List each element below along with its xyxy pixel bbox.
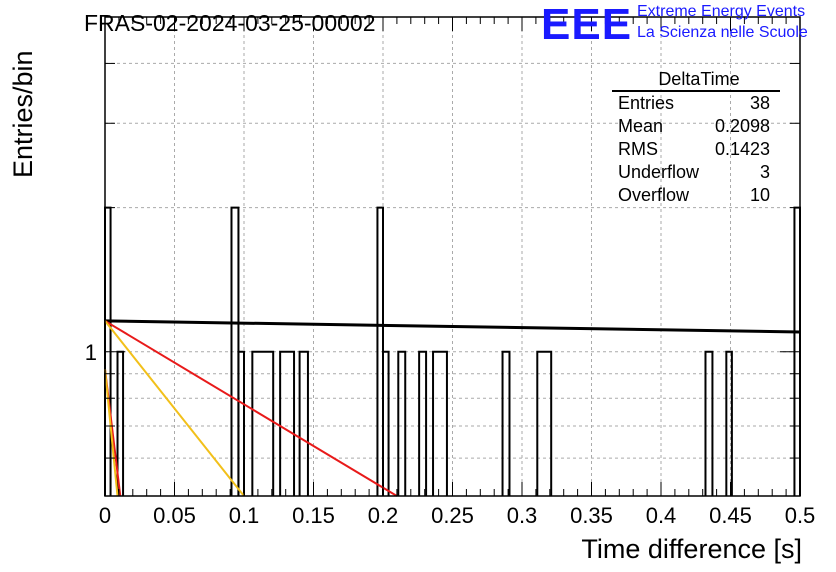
stats-row-entries: Entries 38 <box>612 92 780 115</box>
axis-tick-labels: 0 0.05 0.1 0.15 0.2 0.25 0.3 0.35 0.4 0.45 0.5 1 <box>85 340 816 528</box>
stats-row-underflow: Underflow 3 <box>612 161 780 184</box>
stats-row-mean: Mean 0.2098 <box>612 115 780 138</box>
fit-curves <box>104 319 801 497</box>
y-axis-label: Entries/bin <box>8 50 38 178</box>
stats-value: 38 <box>749 93 770 113</box>
grid-lines <box>105 17 800 496</box>
stats-value: 10 <box>749 185 770 205</box>
histogram-bin <box>536 350 553 496</box>
x-tick-label: 0.2 <box>368 503 399 528</box>
logo-subtitle-1: Extreme Energy Events <box>637 3 806 20</box>
x-tick-label: 0.1 <box>229 503 260 528</box>
x-tick-label: 0.25 <box>431 503 474 528</box>
histogram-bin <box>279 350 296 496</box>
histogram-bin <box>501 350 511 496</box>
x-axis-label: Time difference [s] <box>581 534 802 564</box>
axis-ticks <box>104 17 801 496</box>
stats-label: Underflow <box>618 162 700 182</box>
chart-title: FRAS-02-2024-03-25-00002 <box>84 10 376 36</box>
histogram-bin <box>725 350 733 496</box>
x-tick-label: 0.3 <box>507 503 538 528</box>
x-tick-label: 0.4 <box>646 503 677 528</box>
fit-curve <box>104 369 119 497</box>
stats-label: Entries <box>618 93 675 113</box>
histogram-bin <box>237 350 245 496</box>
stats-value: 0.2098 <box>714 116 770 136</box>
x-tick-label: 0.05 <box>153 503 196 528</box>
stats-label: Overflow <box>618 185 690 205</box>
x-tick-label: 0.5 <box>785 503 816 528</box>
histogram-bin <box>397 350 407 496</box>
x-tick-label: 0.35 <box>570 503 613 528</box>
fit-curve <box>104 319 801 334</box>
histogram-bin <box>432 350 448 496</box>
stats-value: 3 <box>759 162 770 182</box>
stats-label: RMS <box>618 139 658 159</box>
fit-curve <box>104 320 245 497</box>
x-tick-label: 0.45 <box>709 503 752 528</box>
histogram-bin <box>251 350 275 496</box>
stats-row-rms: RMS 0.1423 <box>612 138 780 161</box>
histogram-bin <box>382 350 390 496</box>
stats-box: DeltaTime Entries 38 Mean 0.2098 RMS 0.1423… <box>612 68 780 207</box>
stats-row-overflow: Overflow 10 <box>612 184 780 207</box>
histogram-bin <box>704 350 714 496</box>
histogram-bin <box>298 350 309 496</box>
stats-title: DeltaTime <box>612 68 780 92</box>
histogram-bin <box>418 350 428 496</box>
stats-value: 0.1423 <box>714 139 770 159</box>
fit-curve <box>104 320 398 497</box>
x-tick-label: 0.15 <box>292 503 335 528</box>
eee-logo: EEE <box>541 0 633 49</box>
stats-label: Mean <box>618 116 664 136</box>
logo-subtitle-2: La Scienza nelle Scuole <box>637 24 808 41</box>
x-tick-label: 0 <box>99 503 111 528</box>
y-tick-label: 1 <box>85 340 97 365</box>
